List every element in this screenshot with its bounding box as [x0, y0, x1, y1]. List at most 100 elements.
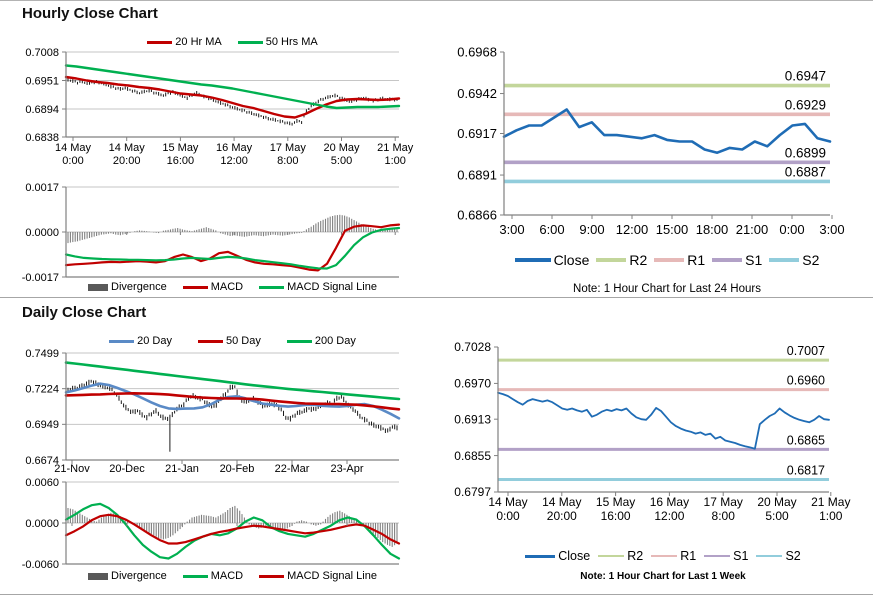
legend-label: R2 — [629, 252, 648, 268]
x-axis-label: 16:00 — [601, 509, 631, 523]
legend-label: MACD — [210, 281, 244, 293]
macd-signal-swatch — [259, 574, 285, 578]
s1-swatch — [704, 555, 731, 557]
x-axis-label: 16:00 — [167, 155, 195, 167]
x-axis-label: 22-Mar — [275, 463, 310, 475]
bottom-divider — [0, 594, 873, 595]
x-axis-label: 15 May — [596, 495, 635, 509]
legend-label: 200 Day — [314, 335, 356, 347]
y-axis-label: 0.6855 — [454, 449, 491, 463]
x-axis-label: 12:00 — [220, 155, 248, 167]
x-axis-label: 6:00 — [539, 222, 564, 237]
legend-label: S1 — [733, 549, 749, 563]
y-axis-label: 0.7028 — [454, 340, 491, 354]
legend-label: 50 Day — [226, 335, 261, 347]
x-axis-label: 20-Feb — [220, 463, 255, 475]
legend-item-divergence: Divergence — [88, 570, 167, 582]
x-axis-label: 0:00 — [496, 509, 520, 523]
legend-label: 50 Hrs MA — [265, 36, 318, 48]
legend-label: S2 — [785, 549, 801, 563]
x-axis-label: 1:00 — [819, 509, 843, 523]
y-axis-label: 0.6866 — [457, 208, 497, 223]
macd-swatch — [182, 285, 208, 289]
200day-ma-swatch — [286, 339, 312, 343]
daily-macd-legend: Divergence MACD MACD Signal Line — [66, 570, 399, 582]
hourly-pivot-note: Note: 1 Hour Chart for Last 24 Hours — [573, 283, 761, 295]
macd-line — [64, 223, 401, 272]
section-divider — [0, 297, 873, 298]
hourly-ma-legend: 20 Hr MA 50 Hrs MA — [66, 36, 399, 48]
y-axis-label: 0.6894 — [25, 104, 59, 116]
legend-item-r1: R1 — [654, 252, 705, 268]
legend-item-macd: MACD — [182, 570, 244, 582]
r1-swatch — [651, 555, 678, 557]
x-axis-label: 1:00 — [384, 155, 405, 167]
daily-pivot-note: Note: 1 Hour Chart for Last 1 Week — [580, 571, 746, 582]
legend-label: MACD — [210, 570, 244, 582]
macd-swatch — [182, 574, 208, 578]
s2-value-label: 0.6817 — [787, 463, 825, 477]
legend-item-r2: R2 — [598, 549, 643, 563]
y-axis-label: 0.0017 — [25, 182, 59, 194]
y-axis-label: 0.7499 — [25, 348, 59, 360]
x-axis-label: 20-Dec — [109, 463, 145, 475]
daily-section-title: Daily Close Chart — [22, 304, 147, 321]
close-line — [497, 391, 830, 450]
s2-swatch — [769, 258, 800, 262]
legend-item-50day-ma: 50 Day — [198, 335, 261, 347]
x-axis-label: 20:00 — [547, 509, 577, 523]
y-axis-label: -0.0060 — [22, 559, 59, 571]
legend-label: R1 — [680, 549, 697, 563]
hourly-section-title: Hourly Close Chart — [22, 5, 158, 22]
x-axis-label: 16 May — [216, 142, 253, 154]
x-axis-label: 0:00 — [779, 222, 804, 237]
x-axis-label: 21-Nov — [54, 463, 90, 475]
50hr-ma-swatch — [237, 40, 263, 44]
x-axis-label: 14 May — [488, 495, 527, 509]
x-axis-label: 14 May — [109, 142, 146, 154]
x-axis-label: 9:00 — [579, 222, 604, 237]
close-swatch — [514, 258, 551, 262]
50-hrs-ma-line — [64, 64, 401, 110]
r1-value-label: 0.6929 — [785, 97, 826, 112]
r2-swatch — [596, 258, 627, 262]
x-axis-label: 0:00 — [62, 155, 83, 167]
y-axis-label: 0.0000 — [25, 518, 59, 530]
x-axis-label: 20 May — [757, 495, 796, 509]
y-axis-label: 0.6913 — [454, 412, 491, 426]
y-axis-label: 0.6949 — [25, 419, 59, 431]
daily-pivot-legend: Close R2 R1 S1 S2 — [496, 549, 830, 563]
x-axis-label: 3:00 — [499, 222, 524, 237]
x-axis-label: 20:00 — [113, 155, 141, 167]
y-axis-label: 0.6891 — [457, 168, 497, 183]
s2-value-label: 0.6887 — [785, 164, 826, 179]
x-axis-label: 17 May — [704, 495, 743, 509]
legend-label: R2 — [627, 549, 644, 563]
legend-item-r1: R1 — [651, 549, 696, 563]
legend-item-macd-signal: MACD Signal Line — [259, 570, 377, 582]
hourly-pivot-legend: Close R2 R1 S1 S2 — [500, 252, 834, 268]
divergence-swatch — [88, 572, 109, 580]
legend-label: 20 Hr MA — [175, 36, 222, 48]
legend-label: Divergence — [111, 281, 167, 293]
x-axis-label: 8:00 — [277, 155, 298, 167]
x-axis-label: 21 May — [811, 495, 850, 509]
y-axis-label: 0.7224 — [25, 384, 59, 396]
top-divider — [0, 0, 873, 1]
x-axis-label: 15:00 — [656, 222, 689, 237]
s1-value-label: 0.6899 — [785, 145, 826, 160]
x-axis-label: 15 May — [162, 142, 199, 154]
x-axis-label: 14 May — [55, 142, 92, 154]
macd-line — [64, 502, 401, 560]
20-day-line — [64, 382, 401, 420]
legend-label: MACD Signal Line — [287, 570, 377, 582]
x-axis-label: 21-Jan — [165, 463, 199, 475]
y-axis-label: 0.6838 — [25, 132, 59, 144]
y-axis-label: 0.6970 — [454, 377, 491, 391]
y-axis-label: 0.6951 — [25, 75, 59, 87]
r2-value-label: 0.6947 — [785, 69, 826, 84]
